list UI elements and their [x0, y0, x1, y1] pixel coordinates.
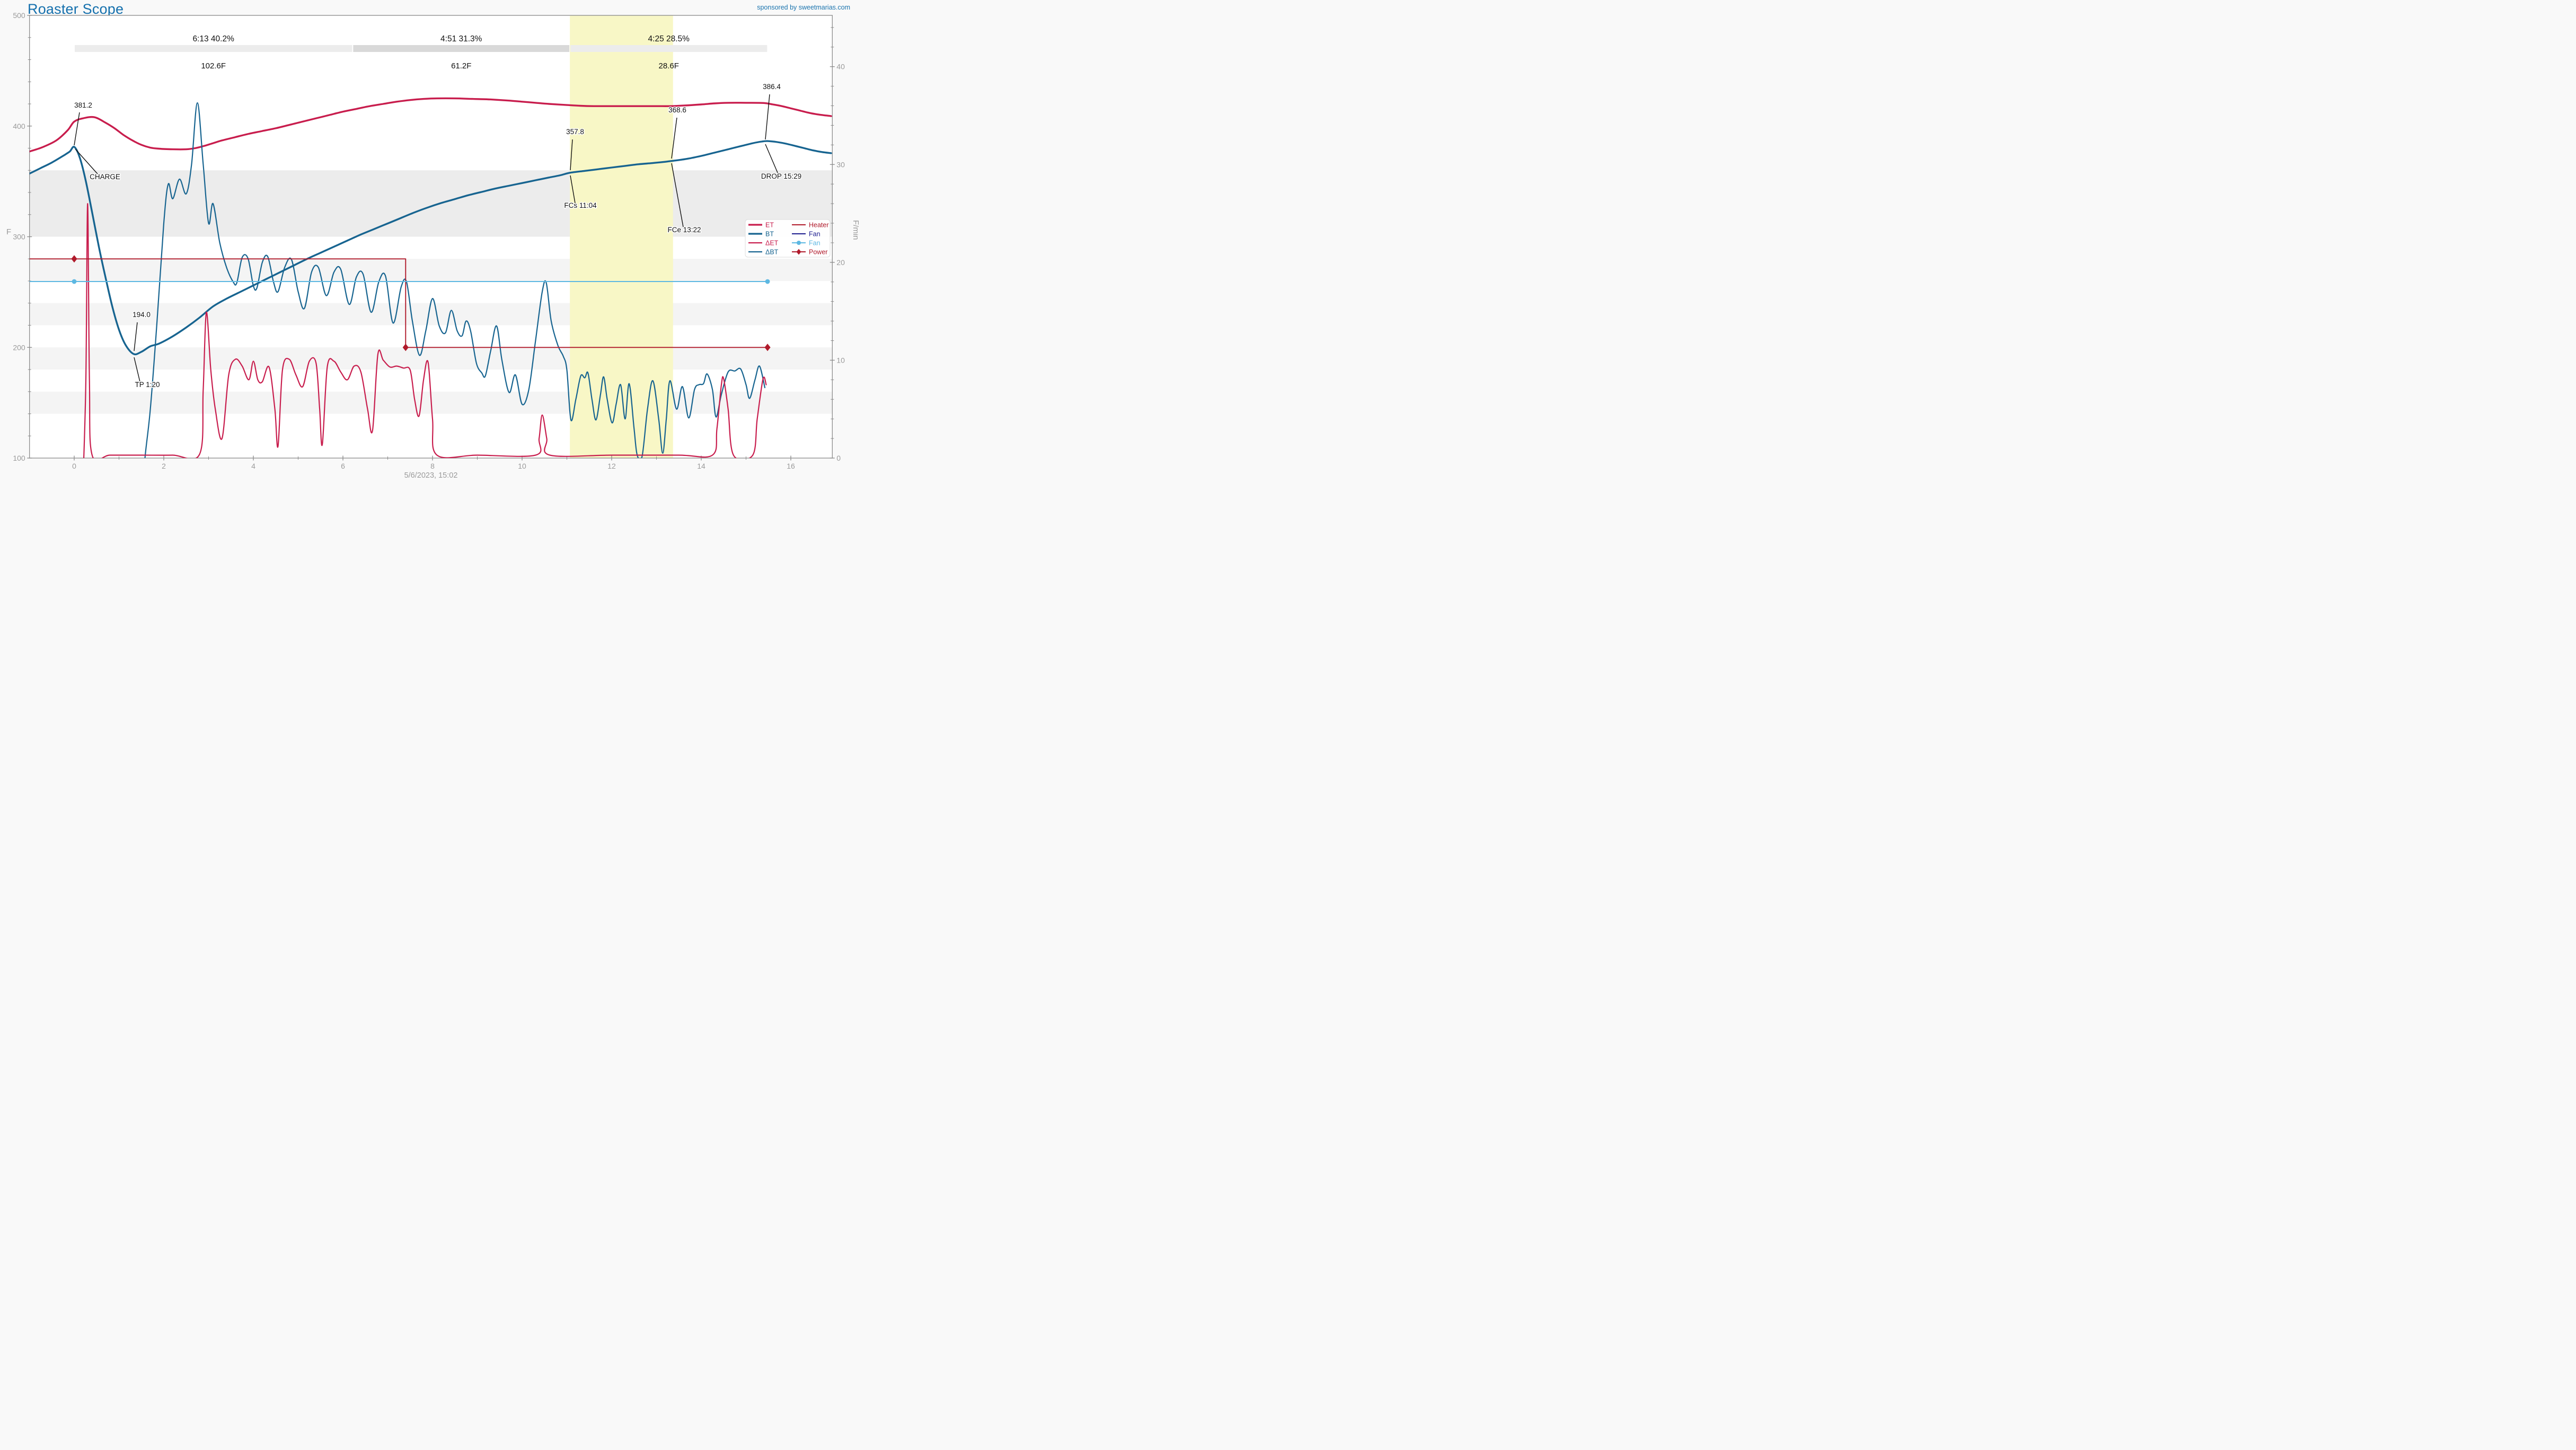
- legend: ET BT ΔET ΔBT Heater Fan Fan Power: [745, 219, 831, 258]
- x-tick-label: 14: [697, 462, 705, 470]
- annotation-value-fcs: 357.8: [566, 128, 584, 136]
- legend-item-dET[interactable]: ΔET: [748, 240, 779, 247]
- legend-item-dBT[interactable]: ΔBT: [748, 249, 779, 256]
- legend-item-Power[interactable]: Power: [792, 249, 827, 256]
- series-deltaBT: [144, 102, 766, 458]
- legend-label: Fan: [809, 240, 821, 247]
- phase-bar-segment: [353, 45, 570, 52]
- phase-time-label: 4:51 31.3%: [440, 34, 482, 43]
- series-curves: [29, 97, 832, 458]
- phase-bar-segment: [75, 45, 352, 52]
- left-tick-label: 100: [13, 454, 25, 462]
- left-tick-label: 500: [13, 11, 25, 20]
- phase-temp-label: 102.6F: [201, 61, 226, 71]
- x-tick-label: 0: [72, 462, 76, 470]
- phase-bar: 6:13 40.2% 102.6F 4:51 31.3% 61.2F 4:25 28.5…: [75, 34, 767, 71]
- power-marker: [402, 344, 409, 351]
- right-tick-label: 40: [836, 63, 845, 71]
- roaster-scope-app: Roaster Scope sponsored by sweetmarias.c…: [0, 0, 859, 484]
- phase-bar-segment: [570, 45, 767, 52]
- x-tick-label: 2: [162, 462, 166, 470]
- legend-item-BT[interactable]: BT: [748, 231, 774, 238]
- right-tick-label: 0: [836, 454, 841, 462]
- phase-temp-label: 28.6F: [659, 61, 679, 71]
- legend-label: ΔET: [765, 240, 779, 247]
- axes: 0 2 4 6 8 10 12 14 165/6/2023, 15:02100200300400…: [6, 11, 859, 480]
- x-tick-label: 16: [787, 462, 795, 470]
- legend-label: Fan: [809, 231, 821, 238]
- x-tick-label: 6: [341, 462, 345, 470]
- annotation-label-fce: FCe 13:22: [667, 226, 701, 234]
- annotation-label-drop: DROP 15:29: [761, 172, 801, 180]
- left-tick-label: 400: [13, 122, 25, 130]
- legend-item-Fan[interactable]: Fan: [792, 240, 821, 247]
- x-tick-label: 10: [518, 462, 526, 470]
- sponsor-link[interactable]: sponsored by sweetmarias.com: [757, 4, 850, 11]
- right-axis-unit-label: F/min: [851, 220, 859, 240]
- right-tick-label: 30: [836, 160, 845, 169]
- phase-watermark-band: [29, 170, 833, 237]
- x-axis-date-label: 5/6/2023, 15:02: [404, 471, 458, 480]
- development-phase-band: [570, 15, 673, 458]
- legend-item-Heater[interactable]: Heater: [792, 222, 829, 229]
- legend-label: BT: [765, 231, 774, 238]
- phase-time-label: 4:25 28.5%: [648, 34, 690, 43]
- fan-marker: [72, 279, 77, 284]
- legend-label: ΔBT: [765, 249, 779, 256]
- legend-label: Power: [809, 249, 827, 256]
- roast-chart: 6:13 40.2% 102.6F 4:51 31.3% 61.2F 4:25 28.5…: [6, 11, 859, 480]
- fan-marker: [765, 279, 770, 284]
- series-ET: [29, 97, 832, 153]
- series-Power: [29, 258, 769, 348]
- phase-temp-label: 61.2F: [451, 61, 471, 71]
- annotation-value-tp: 194.0: [133, 311, 151, 319]
- legend-item-ET[interactable]: ET: [748, 222, 774, 229]
- annotation-value-fce: 368.6: [668, 106, 686, 114]
- legend-label: ET: [765, 222, 774, 229]
- power-marker: [71, 255, 77, 263]
- power-marker: [764, 344, 771, 351]
- phase-time-label: 6:13 40.2%: [192, 34, 234, 43]
- background-stripes: [29, 170, 833, 414]
- series-deltaET: [83, 203, 767, 458]
- event-annotations: 381.2 CHARGE 194.0 TP 1:20 357.8 FCs 11:04 368…: [74, 82, 802, 390]
- annotation-label-charge: CHARGE: [90, 173, 120, 181]
- annotation-value-charge: 381.2: [74, 101, 92, 109]
- x-tick-label: 8: [430, 462, 435, 470]
- left-tick-label: 200: [13, 343, 25, 351]
- left-axis-unit-label: F: [6, 227, 11, 236]
- series-BT: [29, 140, 832, 356]
- right-tick-label: 10: [836, 356, 845, 364]
- x-tick-label: 4: [251, 462, 255, 470]
- right-tick-label: 20: [836, 258, 845, 267]
- annotation-value-drop: 386.4: [763, 83, 781, 91]
- annotation-label-tp: TP 1:20: [135, 381, 160, 389]
- legend-label: Heater: [809, 222, 829, 229]
- left-tick-label: 300: [13, 233, 25, 241]
- x-tick-label: 12: [607, 462, 616, 470]
- page-title: Roaster Scope: [28, 1, 124, 17]
- annotation-label-fcs: FCs 11:04: [564, 201, 597, 209]
- legend-item-Fan[interactable]: Fan: [792, 231, 821, 238]
